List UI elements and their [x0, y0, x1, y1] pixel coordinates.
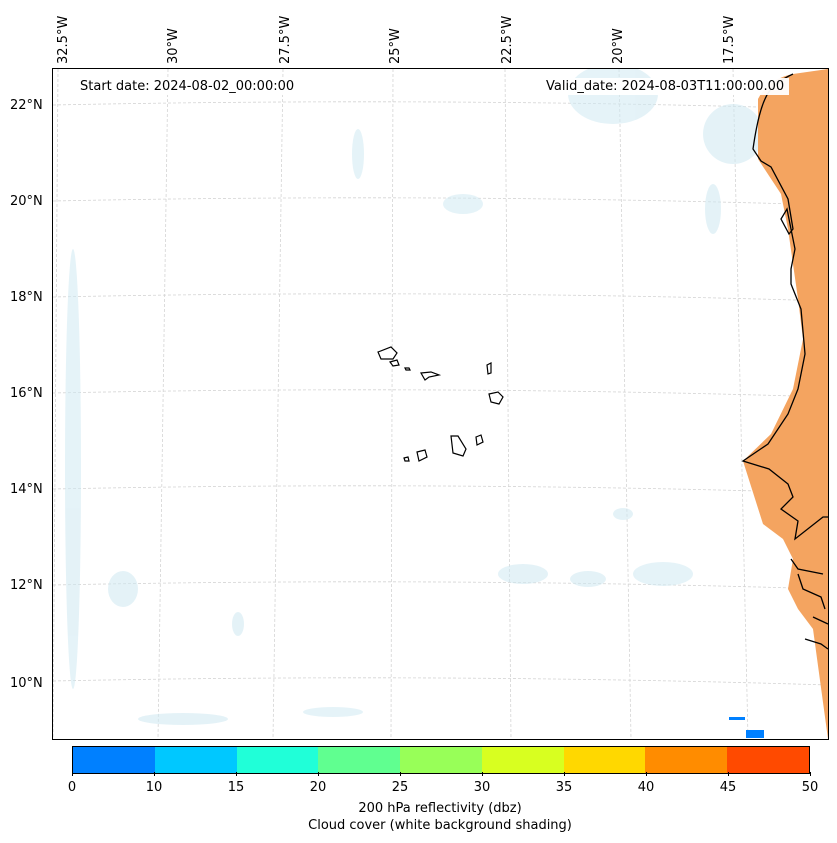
- map-canvas: [53, 69, 828, 739]
- lon-label-32-5w: 32.5°W: [56, 15, 71, 64]
- meridian-27-5w: [272, 69, 284, 739]
- island-brava: [403, 456, 410, 462]
- meridian-17-5w: [732, 69, 749, 739]
- cloud-patch: [498, 564, 548, 584]
- meridian-25w: [390, 69, 394, 739]
- colorbar-tick-label: 25: [391, 780, 409, 795]
- colorbar-segment: [645, 747, 728, 773]
- island-sao-vicente: [388, 359, 400, 367]
- colorbar-tick-label: 15: [227, 780, 245, 795]
- island-santo-antao: [377, 346, 398, 360]
- lat-label-12n: 12°N: [10, 578, 43, 593]
- parallel-12n: [53, 581, 828, 590]
- echo-1: [729, 717, 745, 720]
- colorbar-segment: [400, 747, 482, 773]
- island-santa-luzia: [404, 367, 411, 371]
- cape-verde-islands: [377, 346, 504, 462]
- reflectivity-echoes: [729, 717, 764, 738]
- valid-date-label: Valid_date: 2024-08-03T11:00:00.00: [541, 78, 790, 95]
- colorbar-tick: [810, 772, 811, 776]
- lon-label-17-5w: 17.5°W: [722, 15, 737, 64]
- map-panel: Start date: 2024-08-02_00:00:00 Valid_da…: [52, 68, 829, 740]
- graticule: [53, 69, 828, 739]
- cloud-patch: [65, 249, 81, 689]
- colorbar-tick: [318, 772, 319, 776]
- colorbar-tick: [564, 772, 565, 776]
- cloud-patch: [705, 184, 721, 234]
- cloud-patch: [352, 129, 364, 179]
- lon-label-30w: 30°W: [166, 28, 181, 64]
- cloud-patch: [108, 571, 138, 607]
- reflectivity-colorbar: [72, 746, 810, 774]
- colorbar-tick-label: 50: [801, 780, 819, 795]
- colorbar-segment: [154, 747, 237, 773]
- lat-label-10n: 10°N: [10, 676, 43, 691]
- colorbar-tick: [400, 772, 401, 776]
- meridian-20w: [618, 69, 632, 739]
- cloud-patch: [232, 612, 244, 636]
- cloud-cover: [65, 69, 763, 725]
- island-fogo: [416, 449, 428, 462]
- colorbar-tick: [236, 772, 237, 776]
- colorbar-segment: [318, 747, 401, 773]
- cloud-patch: [443, 194, 483, 214]
- parallel-18n: [53, 293, 828, 302]
- colorbar-tick: [728, 772, 729, 776]
- cloud-patch: [633, 562, 693, 586]
- colorbar-tick-label: 10: [145, 780, 163, 795]
- cloud-patch: [703, 104, 763, 164]
- island-sao-nicolau: [420, 371, 442, 381]
- colorbar-segment: [727, 747, 810, 773]
- africa-coastline: [741, 73, 828, 650]
- lon-label-20w: 20°W: [611, 28, 626, 64]
- colorbar-segment: [563, 747, 646, 773]
- parallel-20n: [53, 197, 828, 206]
- colorbar-tick: [482, 772, 483, 776]
- parallel-22n: [53, 101, 828, 110]
- meridian-30w: [157, 69, 169, 739]
- colorbar-tick-label: 35: [555, 780, 573, 795]
- colorbar-tick-label: 0: [67, 780, 77, 795]
- cloud-patch: [303, 707, 363, 717]
- island-maio: [475, 434, 484, 446]
- parallel-10n: [53, 677, 828, 686]
- colorbar-segment: [73, 747, 155, 773]
- meridian-22-5w: [504, 69, 512, 739]
- lat-label-16n: 16°N: [10, 386, 43, 401]
- colorbar-segment: [481, 747, 564, 773]
- lon-label-25w: 25°W: [388, 28, 403, 64]
- lat-label-20n: 20°N: [10, 194, 43, 209]
- lon-label-27-5w: 27.5°W: [278, 15, 293, 64]
- cloud-patch: [613, 508, 633, 520]
- echo-2: [746, 730, 764, 738]
- colorbar-tick-label: 40: [637, 780, 655, 795]
- colorbar-tick-label: 30: [473, 780, 491, 795]
- start-date-label: Start date: 2024-08-02_00:00:00: [75, 78, 300, 95]
- colorbar-tick: [72, 772, 73, 776]
- colorbar-tick-label: 45: [719, 780, 737, 795]
- parallel-16n: [53, 389, 828, 398]
- cloud-patch: [138, 713, 228, 725]
- colorbar-tick: [154, 772, 155, 776]
- lat-label-22n: 22°N: [10, 98, 43, 113]
- lon-label-22-5w: 22.5°W: [500, 15, 515, 64]
- island-sal: [486, 362, 492, 375]
- lat-label-18n: 18°N: [10, 290, 43, 305]
- colorbar-title: 200 hPa reflectivity (dbz): [358, 801, 522, 816]
- colorbar-segment: [236, 747, 319, 773]
- colorbar-tick: [646, 772, 647, 776]
- colorbar-tick-label: 20: [309, 780, 327, 795]
- colorbar-subtitle: Cloud cover (white background shading): [308, 818, 572, 833]
- lat-label-14n: 14°N: [10, 482, 43, 497]
- africa-land: [743, 69, 828, 739]
- meridian-32-5w: [53, 69, 59, 739]
- island-boa-vista: [488, 391, 504, 405]
- cloud-patch: [570, 571, 606, 587]
- parallel-14n: [53, 485, 828, 494]
- island-santiago: [450, 435, 467, 457]
